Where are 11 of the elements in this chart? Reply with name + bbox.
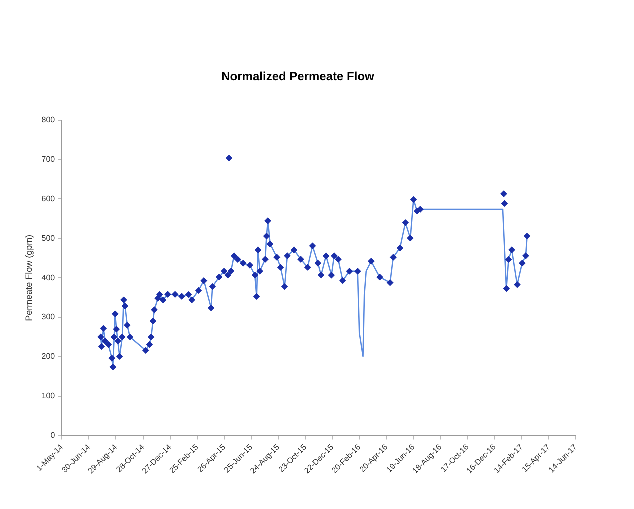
chart-title: Normalized Permeate Flow (222, 70, 376, 84)
y-tick-label: 800 (42, 116, 56, 125)
y-tick-label: 500 (42, 234, 56, 243)
y-axis-title: Permeate Flow (gpm) (24, 234, 34, 322)
y-tick-label: 700 (42, 155, 56, 164)
y-tick-label: 400 (42, 273, 56, 282)
y-tick-label: 100 (42, 392, 56, 401)
y-tick-label: 300 (42, 312, 56, 322)
y-tick-label: 0 (50, 431, 56, 440)
y-tick-label: 600 (42, 194, 56, 204)
y-tick-label: 200 (42, 352, 56, 362)
